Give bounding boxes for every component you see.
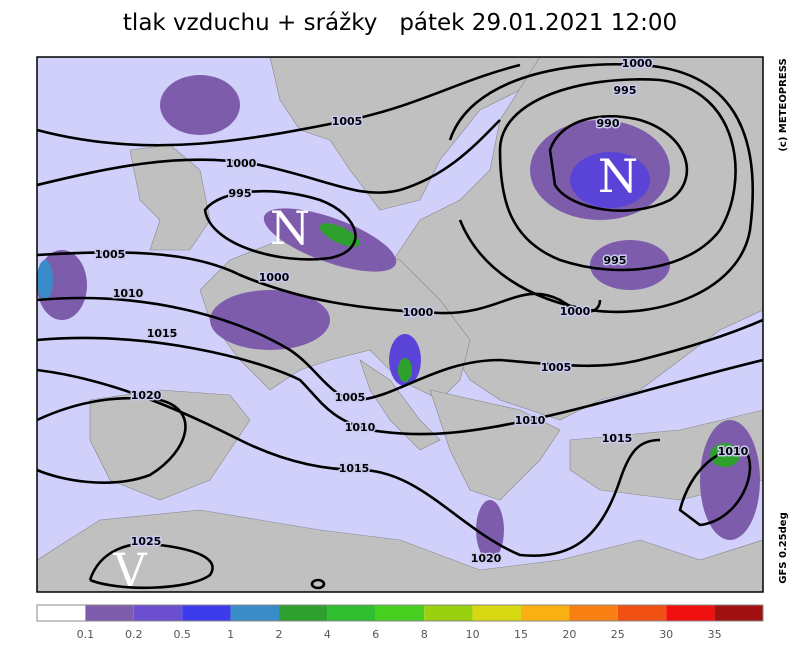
isobar — [678, 448, 752, 527]
legend-label: 1 — [227, 628, 234, 641]
legend-swatch — [666, 605, 715, 621]
legend-label: 30 — [659, 628, 673, 641]
legend-swatch — [521, 605, 570, 621]
legend-label: 25 — [611, 628, 625, 641]
legend-label: 10 — [466, 628, 480, 641]
rain-area — [590, 240, 670, 290]
rain-area — [570, 152, 650, 208]
legend-swatch — [85, 605, 134, 621]
land-balkans — [429, 389, 561, 501]
isobar — [548, 114, 688, 212]
pressure-centers: N N V — [112, 149, 638, 597]
rain-area — [319, 223, 361, 247]
legend-label: 0.5 — [173, 628, 191, 641]
isobar-label: 1000 — [226, 157, 257, 170]
legend-swatch — [714, 605, 763, 621]
legend-label: 15 — [514, 628, 528, 641]
isobar-labels: 1005 1000 995 1005 1010 1000 1000 1015 1020 1005 1… — [93, 56, 750, 567]
map: 1005 1000 995 1005 1010 1000 1000 1015 1020 1005 1… — [36, 56, 764, 597]
isobar — [36, 251, 602, 315]
isobar — [448, 63, 754, 314]
isobar — [36, 336, 764, 436]
isobar-label: 1020 — [131, 389, 162, 402]
isobar-label: 1000 — [259, 271, 290, 284]
land-east — [379, 56, 764, 421]
pressure-center: N — [270, 201, 310, 255]
rain-area — [398, 358, 412, 382]
isobar — [203, 190, 357, 261]
isobar-label: 1020 — [471, 552, 502, 565]
isobar-label: 990 — [597, 117, 620, 130]
isobar-label: 995 — [614, 84, 637, 97]
pressure-center: V — [112, 543, 147, 597]
legend-swatch — [327, 605, 376, 621]
legend-label: 20 — [562, 628, 576, 641]
legend-label: 4 — [324, 628, 331, 641]
isobar — [36, 296, 764, 402]
legend-label: 0.1 — [77, 628, 95, 641]
rain-area — [37, 260, 53, 300]
land-iberia — [89, 389, 251, 501]
legend-swatch — [182, 605, 231, 621]
land-britain — [129, 144, 211, 251]
title-text: tlak vzduchu + srážky — [123, 10, 377, 36]
legend-label: 0.2 — [125, 628, 143, 641]
isobar-label: 1010 — [718, 445, 749, 458]
isobar — [310, 578, 326, 590]
isobar — [498, 78, 737, 272]
isobar — [36, 396, 187, 484]
legend-swatch — [133, 605, 183, 621]
isobar-label: 1010 — [515, 414, 546, 427]
legend-label: 8 — [421, 628, 428, 641]
isobar — [36, 119, 501, 194]
isobar-label: 1025 — [131, 535, 162, 548]
legend-frame — [36, 604, 764, 622]
legend-swatch — [230, 605, 279, 621]
isobar — [88, 542, 214, 590]
isobar-label: 1015 — [602, 432, 633, 445]
rain-area — [210, 290, 330, 350]
legend-label: 6 — [372, 628, 379, 641]
copyright: (c) METEOPRESS — [778, 58, 789, 151]
isobar — [36, 63, 521, 147]
legend-label: 2 — [276, 628, 283, 641]
isobar-label: 1005 — [541, 361, 572, 374]
pressure-center: N — [598, 149, 638, 203]
rain-area — [476, 500, 504, 560]
legend-swatch — [37, 605, 86, 621]
legend-swatch — [569, 605, 618, 621]
model-name: GFS 0.25deg — [778, 512, 789, 584]
legend-swatch — [617, 605, 667, 621]
isobars — [36, 63, 764, 590]
title-date: pátek 29.01.2021 12:00 — [399, 10, 677, 36]
isobar-label: 1000 — [622, 57, 653, 70]
rain-area — [160, 75, 240, 135]
isobar-label: 995 — [229, 187, 252, 200]
legend-swatch — [279, 605, 328, 621]
isobar-label: 1010 — [345, 421, 376, 434]
legend-swatch — [472, 605, 521, 621]
legend: 0.1 0.2 0.5 1 2 4 6 8 10 15 20 25 30 35 — [36, 604, 764, 641]
map-frame — [36, 56, 764, 593]
isobar-label: 1015 — [147, 327, 178, 340]
isobar-label: 1000 — [560, 305, 591, 318]
isobar-label: 1005 — [335, 391, 366, 404]
legend-swatch — [375, 605, 425, 621]
isobar-label: 1015 — [339, 462, 370, 475]
isobar-label: 1000 — [403, 306, 434, 319]
rain-area — [263, 208, 397, 272]
legend-label: 35 — [708, 628, 722, 641]
legend-swatch — [424, 605, 473, 621]
isobar-label: 1010 — [113, 287, 144, 300]
isobar-label: 995 — [604, 254, 627, 267]
land-italy — [359, 359, 441, 451]
isobar-label: 1005 — [332, 115, 363, 128]
title: tlak vzduchu + srážky pátek 29.01.2021 12… — [123, 10, 677, 36]
isobar-label: 1005 — [95, 248, 126, 261]
isobar — [36, 368, 661, 558]
